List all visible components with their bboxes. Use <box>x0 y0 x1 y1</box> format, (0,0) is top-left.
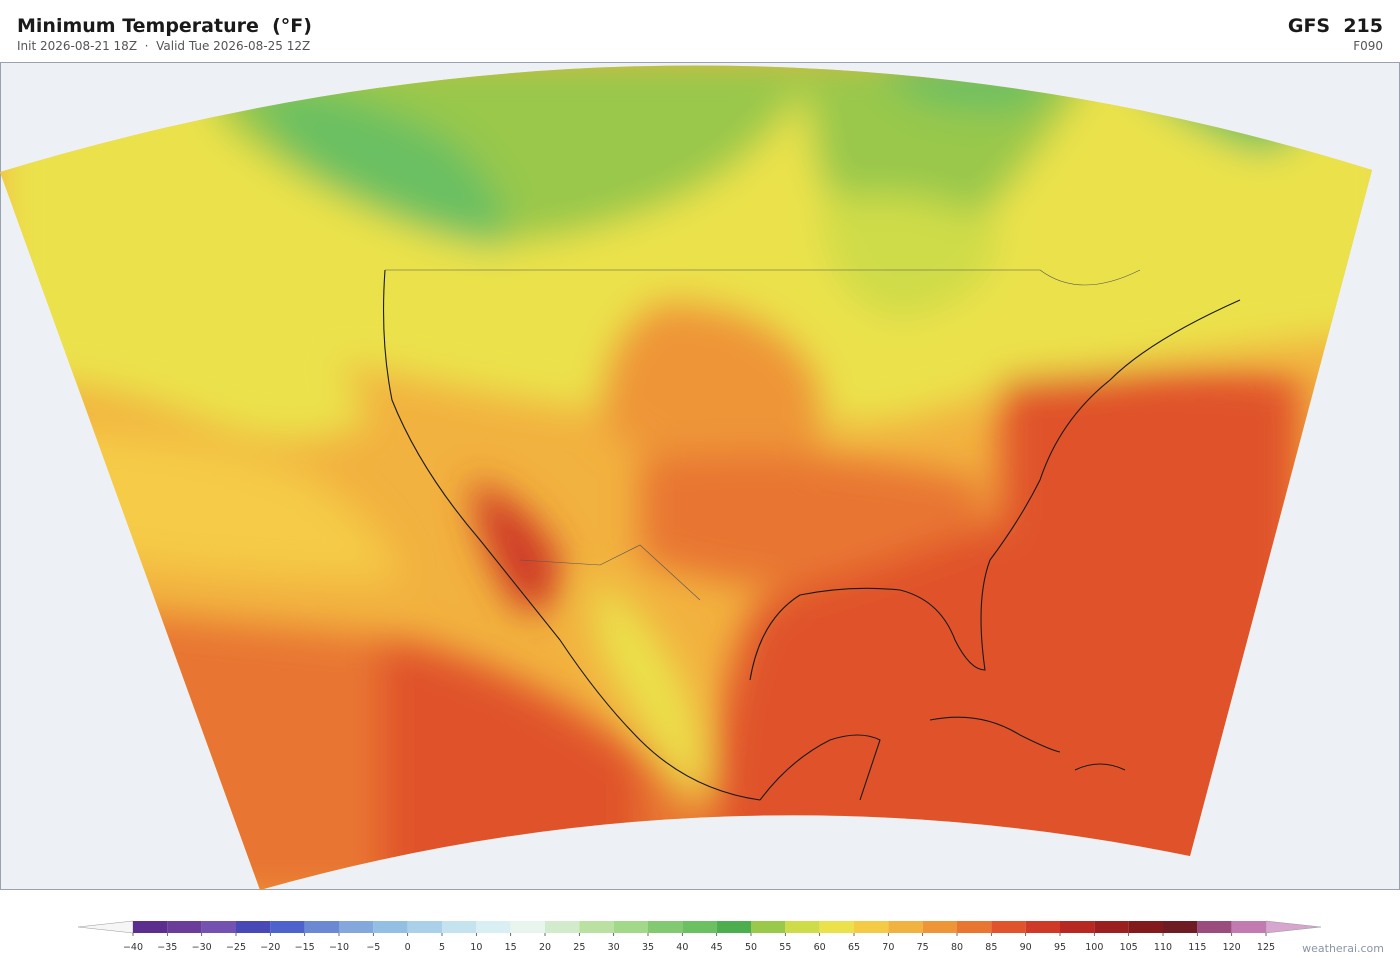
colorbar-bin <box>373 921 408 933</box>
colorbar-bin <box>1197 921 1232 933</box>
colorbar-bin <box>1025 921 1060 933</box>
colorbar-bin <box>854 921 889 933</box>
colorbar-bin <box>510 921 545 933</box>
colorbar-bin <box>785 921 820 933</box>
colorbar-bin <box>819 921 854 933</box>
colorbar-bin <box>476 921 511 933</box>
colorbar-tick-label: 120 <box>1223 942 1241 953</box>
colorbar-tick-label: 115 <box>1188 942 1206 953</box>
colorbar-bin <box>1060 921 1095 933</box>
colorbar-bin <box>339 921 374 933</box>
subtitle: Init 2026-08-21 18Z · Valid Tue 2026-08-… <box>17 39 311 53</box>
colorbar-over <box>1265 920 1322 934</box>
colorbar-tick-label: 85 <box>985 942 997 953</box>
colorbar-tick-label: −30 <box>192 942 212 953</box>
colorbar-tick-label: −5 <box>366 942 380 953</box>
colorbar-tick-label: 20 <box>539 942 551 953</box>
forecast-hour: F090 <box>1353 39 1383 53</box>
colorbar-tick-label: 25 <box>573 942 585 953</box>
colorbar-tick-label: 10 <box>470 942 482 953</box>
colorbar-bin <box>201 921 236 933</box>
colorbar-bin <box>442 921 477 933</box>
colorbar-bin <box>133 921 168 933</box>
colorbar-bin <box>545 921 580 933</box>
colorbar-tick-label: 55 <box>779 942 791 953</box>
colorbar-tick-label: 35 <box>642 942 654 953</box>
colorbar-tick-label: −20 <box>260 942 280 953</box>
colorbar-tick-label: 70 <box>882 942 894 953</box>
colorbar-tick-label: 15 <box>505 942 517 953</box>
colorbar-bin <box>1163 921 1198 933</box>
colorbar-bin <box>579 921 614 933</box>
colorbar-bin <box>270 921 305 933</box>
colorbar-bin <box>613 921 648 933</box>
colorbar-tick-label: 100 <box>1085 942 1103 953</box>
colorbar-tick-label: 125 <box>1257 942 1275 953</box>
colorbar-bin <box>751 921 786 933</box>
colorbar-bin <box>407 921 442 933</box>
colorbar-bin <box>236 921 271 933</box>
colorbar-tick-label: 110 <box>1154 942 1172 953</box>
colorbar-bin <box>991 921 1026 933</box>
colorbar-bin <box>922 921 957 933</box>
colorbar-bin <box>1128 921 1163 933</box>
colorbar-tick-label: 40 <box>676 942 688 953</box>
colorbar-bin <box>648 921 683 933</box>
colorbar-tick-label: 5 <box>439 942 445 953</box>
colorbar-tick-label: −25 <box>226 942 246 953</box>
colorbar-tick-label: −10 <box>329 942 349 953</box>
title: Minimum Temperature (°F) <box>17 15 312 37</box>
colorbar-bin <box>716 921 751 933</box>
colorbar-tick-label: 0 <box>405 942 411 953</box>
colorbar-bin <box>682 921 717 933</box>
colorbar-bin <box>1231 921 1266 933</box>
colorbar-bin <box>167 921 202 933</box>
colorbar-bin <box>957 921 992 933</box>
colorbar-tick-label: 65 <box>848 942 860 953</box>
colorbar-tick-label: 95 <box>1054 942 1066 953</box>
colorbar-tick-label: 30 <box>608 942 620 953</box>
colorbar-bin <box>1094 921 1129 933</box>
colorbar-tick-label: 50 <box>745 942 757 953</box>
colorbar-tick-label: −35 <box>157 942 177 953</box>
credit: weatherai.com <box>1302 942 1384 955</box>
colorbar-tick-label: 80 <box>951 942 963 953</box>
colorbar-tick-label: 60 <box>814 942 826 953</box>
colorbar-bin <box>888 921 923 933</box>
colorbar-tick-label: −40 <box>123 942 143 953</box>
colorbar-tick-label: 105 <box>1120 942 1138 953</box>
colorbar-bin <box>304 921 339 933</box>
colorbar-tick-label: −15 <box>295 942 315 953</box>
colorbar-tick-label: 90 <box>1020 942 1032 953</box>
colorbar-under <box>77 920 134 934</box>
model-name: GFS 215 <box>1287 15 1383 37</box>
colorbar-tick-label: 75 <box>917 942 929 953</box>
colorbar-tick-label: 45 <box>711 942 723 953</box>
